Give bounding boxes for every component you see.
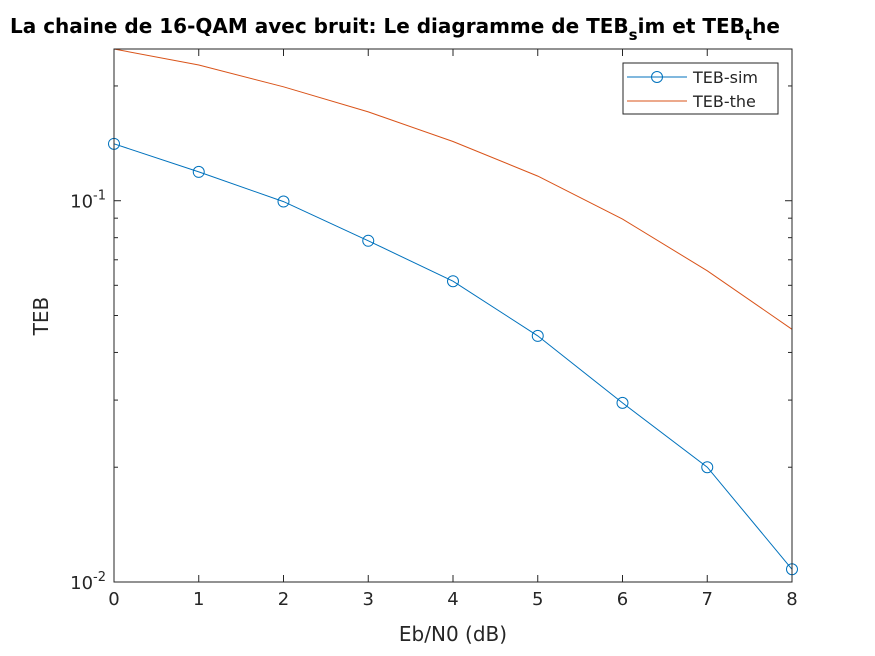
legend-label-1: TEB-the <box>692 92 756 111</box>
data-point <box>531 329 544 342</box>
x-tick-label: 8 <box>786 589 797 610</box>
series-lines <box>113 48 793 570</box>
x-tick-label: 2 <box>278 589 289 610</box>
legend-box <box>622 62 779 115</box>
data-point <box>192 165 205 178</box>
legend-marker-0 <box>651 71 663 83</box>
x-axis-label: Eb/N0 (dB) <box>399 622 507 646</box>
axes-box <box>113 48 793 583</box>
y-tick-label: 10-2 <box>70 570 106 594</box>
legend: TEB-sim TEB-the <box>622 62 779 115</box>
chart-title: La chaine de 16-QAM avec bruit: Le diagr… <box>10 14 780 44</box>
x-tick-label: 7 <box>702 589 713 610</box>
data-point <box>701 461 714 474</box>
data-point <box>362 234 375 247</box>
y-axis-label: TEB <box>29 297 53 337</box>
x-tick-label: 4 <box>447 589 458 610</box>
x-tick-label: 3 <box>363 589 374 610</box>
y-tick-label: 10-1 <box>70 189 106 213</box>
x-tick-label: 6 <box>617 589 628 610</box>
plot-area <box>114 49 792 582</box>
data-point <box>616 396 629 409</box>
series-line-1 <box>113 48 793 330</box>
legend-label-0: TEB-sim <box>692 68 758 87</box>
series-line-0 <box>113 143 793 570</box>
x-tick-label: 0 <box>108 589 119 610</box>
x-tick-labels: 0 1 2 3 4 5 6 7 8 <box>108 589 797 610</box>
y-tick-labels: 10-2 10-1 <box>70 189 106 594</box>
series-markers <box>108 137 798 576</box>
x-tick-label: 1 <box>193 589 204 610</box>
data-point <box>277 195 290 208</box>
x-tick-label: 5 <box>532 589 543 610</box>
data-point <box>447 275 459 288</box>
